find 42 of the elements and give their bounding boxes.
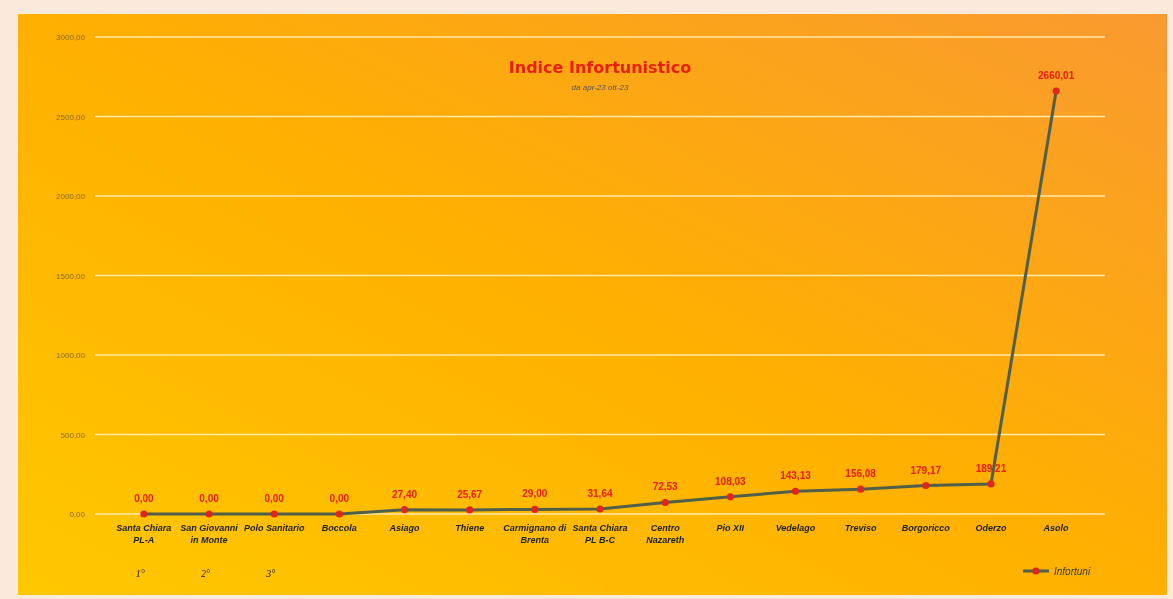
data-label: 72,53 bbox=[652, 481, 679, 493]
y-tick-label: 1000,00 bbox=[56, 351, 86, 360]
text: 3° bbox=[265, 568, 276, 579]
data-label: 156,08 bbox=[845, 468, 877, 480]
y-tick-label: 500,00 bbox=[60, 430, 86, 440]
text: da apr-23 ott-23 bbox=[571, 83, 629, 92]
data-label: 0,00 bbox=[329, 493, 350, 504]
x-tick-label: Carmignano di Brenta bbox=[503, 523, 567, 545]
text: 2° bbox=[201, 568, 211, 579]
x-tick-label: San Giovanni in Monte bbox=[180, 523, 239, 545]
data-label: 179,17 bbox=[910, 464, 942, 476]
x-tick-label: Boccola bbox=[321, 523, 357, 533]
data-label: 0,00 bbox=[199, 493, 220, 504]
y-tick-label: 2500,00 bbox=[56, 112, 86, 122]
x-tick-label: Asiago bbox=[388, 523, 421, 533]
y-tick-label: 3000,00 bbox=[56, 33, 86, 42]
x-tick-label: Borgoricco bbox=[901, 523, 951, 533]
y-tick-label: 0,00 bbox=[69, 510, 86, 519]
data-label: 2660,01 bbox=[1038, 70, 1075, 82]
text: Indice Infortunistico bbox=[508, 58, 692, 77]
data-label: 31,64 bbox=[587, 487, 613, 499]
y-tick-label: 1500,00 bbox=[56, 271, 86, 281]
x-tick-label: Santa Chiara PL B-C bbox=[572, 523, 628, 545]
data-label: 0,00 bbox=[134, 493, 155, 504]
x-tick-label: Thiene bbox=[455, 523, 485, 533]
data-label: 25,67 bbox=[457, 488, 483, 500]
data-label: 29,00 bbox=[522, 488, 548, 500]
x-tick-label: Pio XII bbox=[716, 523, 745, 533]
data-label: 27,40 bbox=[392, 488, 418, 500]
y-tick-label: 2000,00 bbox=[56, 192, 86, 201]
legend-label: Infortuni bbox=[1054, 566, 1091, 577]
data-label: 143,13 bbox=[780, 470, 812, 482]
data-label: 108,03 bbox=[715, 475, 747, 487]
x-tick-label: Asolo bbox=[1042, 523, 1070, 533]
text: 1° bbox=[135, 568, 145, 579]
x-tick-label: Centro Nazareth bbox=[646, 523, 685, 545]
x-tick-label: Vedelago bbox=[775, 523, 816, 533]
x-tick-label: Oderzo bbox=[975, 523, 1007, 533]
x-tick-label: Treviso bbox=[844, 523, 878, 533]
data-label: 0,00 bbox=[264, 493, 285, 504]
x-tick-label: Santa Chiara PL-A bbox=[116, 523, 172, 545]
x-tick-label: Polo Sanitario bbox=[243, 523, 305, 533]
